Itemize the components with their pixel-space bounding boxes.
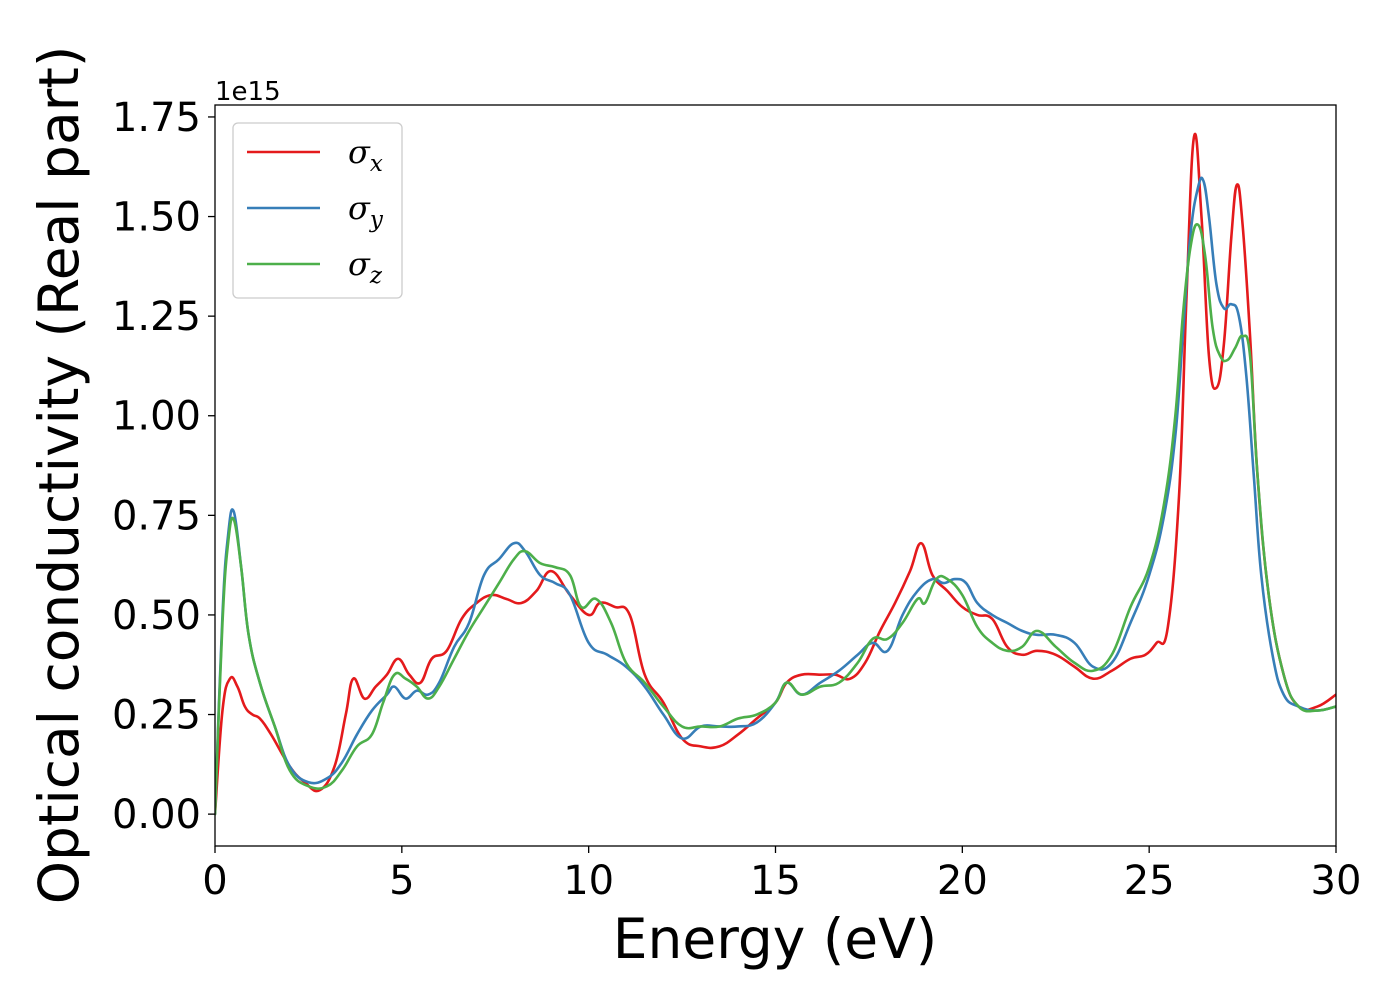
legend-label-y: σy [348,189,384,233]
legend-label-z: σz [348,245,383,289]
legend-label-x: σx [348,133,383,177]
legend: σx σy σz [232,122,403,299]
y-tick-label: 1.50 [112,195,201,241]
y-tick-label: 1.25 [112,294,201,340]
y-tick-label: 0.25 [112,693,201,739]
series-line-z [215,223,1336,816]
x-tick-label: 10 [563,858,614,904]
x-tick-label: 15 [750,858,801,904]
x-tick-label: 0 [202,858,227,904]
x-tick-label: 20 [937,858,988,904]
y-tick-label: 0.50 [112,593,201,639]
series-line-x [215,132,1336,816]
y-tick-label: 1.75 [112,95,201,141]
y-axis: 0.00 0.25 0.50 0.75 1.00 1.25 1.50 1.75 [112,95,215,838]
y-axis-title: Optical conductivity (Real part) [27,46,91,905]
x-tick-label: 30 [1311,858,1362,904]
x-axis: 0 5 10 15 20 25 30 [202,846,1361,904]
x-tick-label: 25 [1124,858,1175,904]
legend-box [232,122,403,299]
y-tick-label: 0.00 [112,792,201,838]
y-tick-label: 1.00 [112,394,201,440]
y-tick-label: 0.75 [112,493,201,539]
y-offset-label: 1e15 [215,77,281,107]
series-layer [215,132,1336,816]
x-axis-title: Energy (eV) [613,907,937,971]
x-tick-label: 5 [389,858,414,904]
